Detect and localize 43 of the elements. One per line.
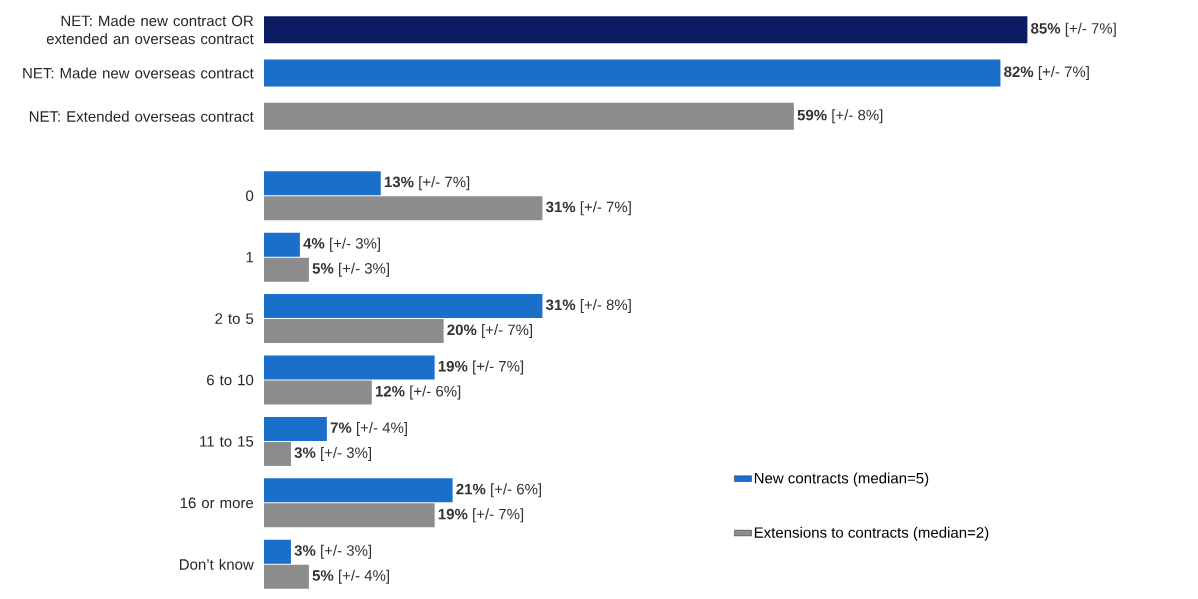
data-label: 5% [+/- 3%] (312, 262, 389, 277)
data-label: 31% [+/- 8%] (545, 299, 631, 314)
bar (264, 355, 435, 380)
bar (264, 503, 435, 528)
bar (264, 319, 444, 344)
data-label: 3% [+/- 3%] (294, 544, 372, 559)
bar (264, 257, 309, 282)
data-label: 21% [+/- 6%] (456, 483, 542, 498)
data-label: 12% [+/- 6%] (375, 385, 461, 400)
y-tick-label: NET: Made new contract OR extended an overseas contract (46, 15, 254, 45)
data-label: 31% [+/- 7%] (545, 201, 631, 216)
legend-label: New contracts (median=5) (754, 472, 929, 487)
data-label: 59% [+/- 8%] (797, 109, 883, 124)
bar (264, 441, 291, 466)
bar (264, 478, 453, 503)
legend-label: Extensions to contracts (median=2) (754, 526, 989, 541)
data-label: 82% [+/- 7%] (1004, 66, 1089, 80)
bar (264, 171, 381, 196)
y-tick-label: 1 (246, 251, 254, 263)
y-tick-label: 0 (246, 190, 254, 202)
y-tick-label: 11 to 15 (200, 436, 254, 447)
data-label: 85% [+/- 7%] (1031, 22, 1116, 37)
data-label: 5% [+/- 4%] (312, 569, 389, 584)
data-label: 20% [+/- 7%] (447, 324, 533, 339)
bar (264, 294, 543, 319)
bar (264, 539, 291, 564)
bar (264, 416, 327, 441)
bar (264, 232, 300, 257)
data-label: 19% [+/- 7%] (438, 360, 524, 375)
bar (264, 380, 372, 405)
y-tick-label: 16 or more (180, 497, 254, 509)
bar (264, 564, 309, 589)
data-label: 3% [+/- 3%] (294, 446, 372, 461)
y-tick-label: NET: Extended overseas contract (29, 110, 254, 122)
bar (264, 196, 543, 221)
data-label: 19% [+/- 7%] (438, 508, 524, 523)
data-label: 7% [+/- 4%] (330, 421, 407, 436)
data-label: 4% [+/- 3%] (303, 237, 380, 252)
data-label: 13% [+/- 7%] (384, 176, 470, 191)
y-tick-label: 6 to 10 (207, 374, 254, 386)
y-tick-label: Don’t know (179, 558, 254, 570)
y-tick-label: 2 to 5 (215, 313, 254, 324)
y-tick-label: NET: Made new overseas contract (23, 67, 254, 79)
